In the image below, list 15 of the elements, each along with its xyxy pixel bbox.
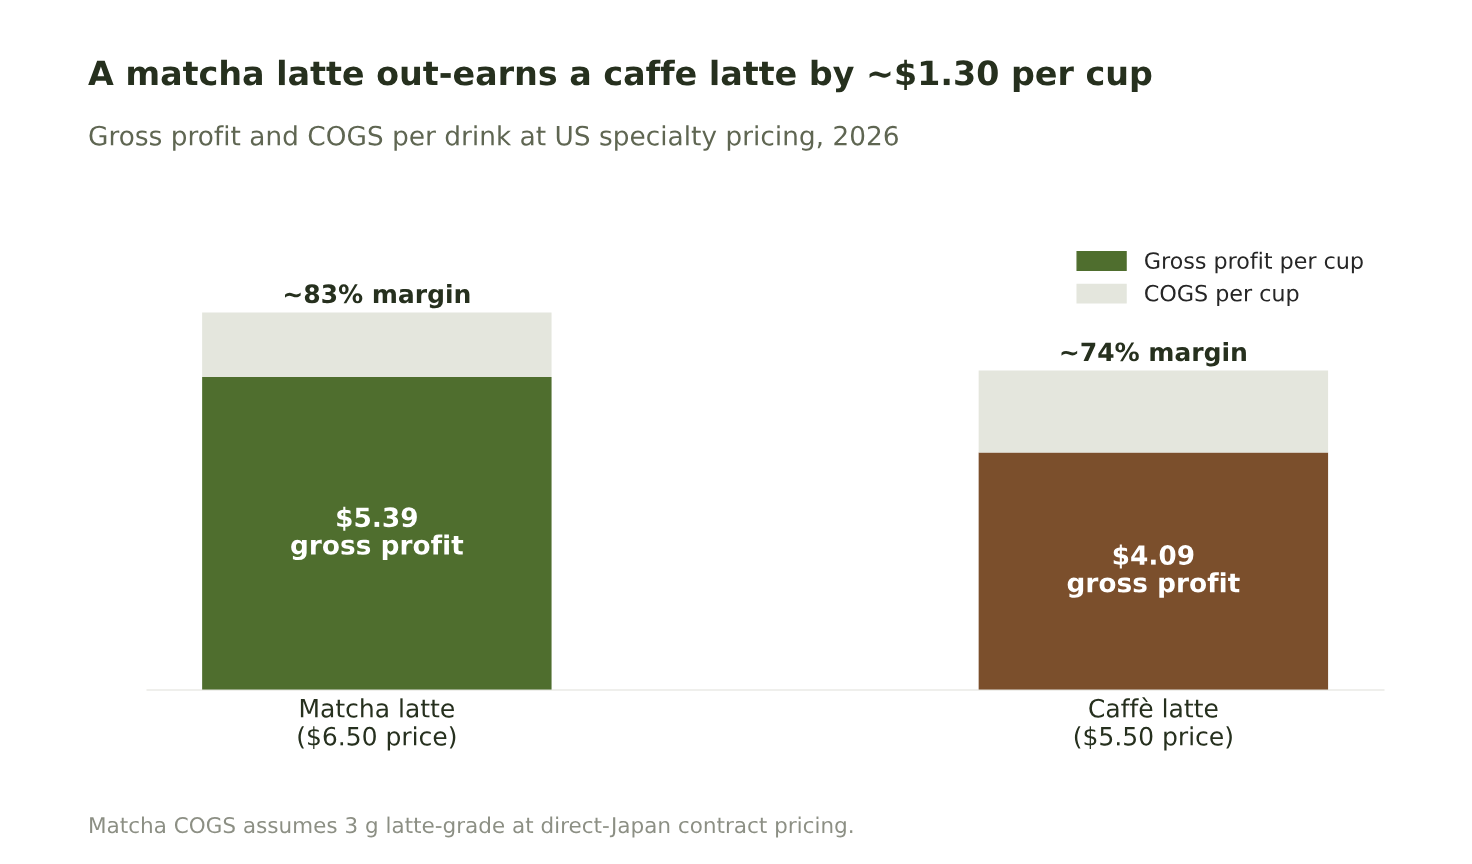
- legend-label: COGS per cup: [1145, 284, 1299, 306]
- x-tick-label: Caffè latte ($5.50 price): [1074, 697, 1232, 751]
- bar: [978, 452, 1329, 690]
- legend-label: Gross profit per cup: [1145, 251, 1363, 274]
- bar: [202, 376, 552, 690]
- annotation: ~83% margin: [285, 283, 470, 309]
- text: Matcha COGS assumes 3 g latte-grade at direct-Japan contract pricing.: [90, 816, 853, 838]
- chart-subtitle: Gross profit and COGS per drink at US specialty pricing, 2026: [89, 125, 898, 151]
- data-label: $5.39 gross profit: [291, 506, 464, 561]
- annotation: ~74% margin: [1061, 342, 1246, 367]
- data-label: $4.09 gross profit: [1067, 544, 1240, 598]
- chart-title: A matcha latte out-earns a caffe latte by ~$1.30 per cup: [88, 59, 1152, 93]
- x-tick-label: Matcha latte ($6.50 price): [298, 698, 456, 751]
- bar: [978, 370, 1329, 453]
- bar: [202, 312, 552, 377]
